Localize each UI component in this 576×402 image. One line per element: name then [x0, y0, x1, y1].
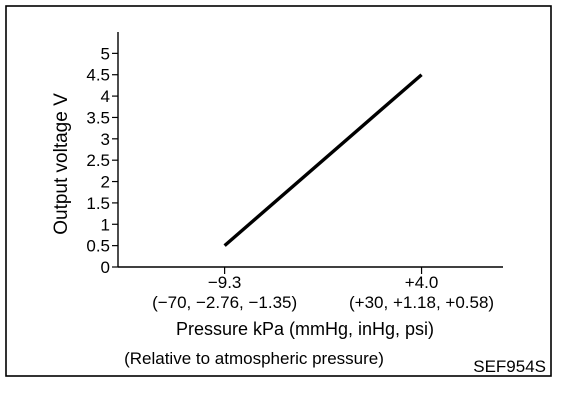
y-tick-label: 4 — [101, 87, 110, 106]
x-tick-sublabel: (−70, −2.76, −1.35) — [152, 293, 297, 312]
x-axis-ticks: −9.3(−70, −2.76, −1.35) +4.0(+30, +1.18, … — [152, 267, 494, 312]
x-axis-label: Pressure kPa (mmHg, inHg, psi) — [176, 319, 434, 339]
y-tick-label: 2.5 — [86, 151, 110, 170]
y-tick-label: 1 — [101, 215, 110, 234]
y-tick-label: 0 — [101, 258, 110, 277]
y-tick-label: 3 — [101, 130, 110, 149]
y-tick-label: 0.5 — [86, 237, 110, 256]
x-tick-sublabel: (+30, +1.18, +0.58) — [349, 293, 494, 312]
data-series — [223, 73, 423, 247]
x-tick-label: −9.3 — [208, 273, 242, 292]
y-tick-label: 4.5 — [86, 66, 110, 85]
x-tick-label: +4.0 — [405, 273, 439, 292]
figure-code: SEF954S — [473, 357, 546, 376]
chart-frame — [5, 5, 552, 377]
x-axis-note: (Relative to atmospheric pressure) — [124, 349, 384, 368]
series-line — [223, 73, 423, 247]
y-axis-label: Output voltage V — [51, 93, 72, 235]
y-tick-label: 5 — [101, 44, 110, 63]
y-axis-ticks: 0 0.5 1 1.5 2 2.5 3 3.5 4 4.5 5 — [86, 44, 118, 277]
y-tick-label: 3.5 — [86, 108, 110, 127]
y-tick-label: 1.5 — [86, 194, 110, 213]
y-tick-label: 2 — [101, 173, 110, 192]
